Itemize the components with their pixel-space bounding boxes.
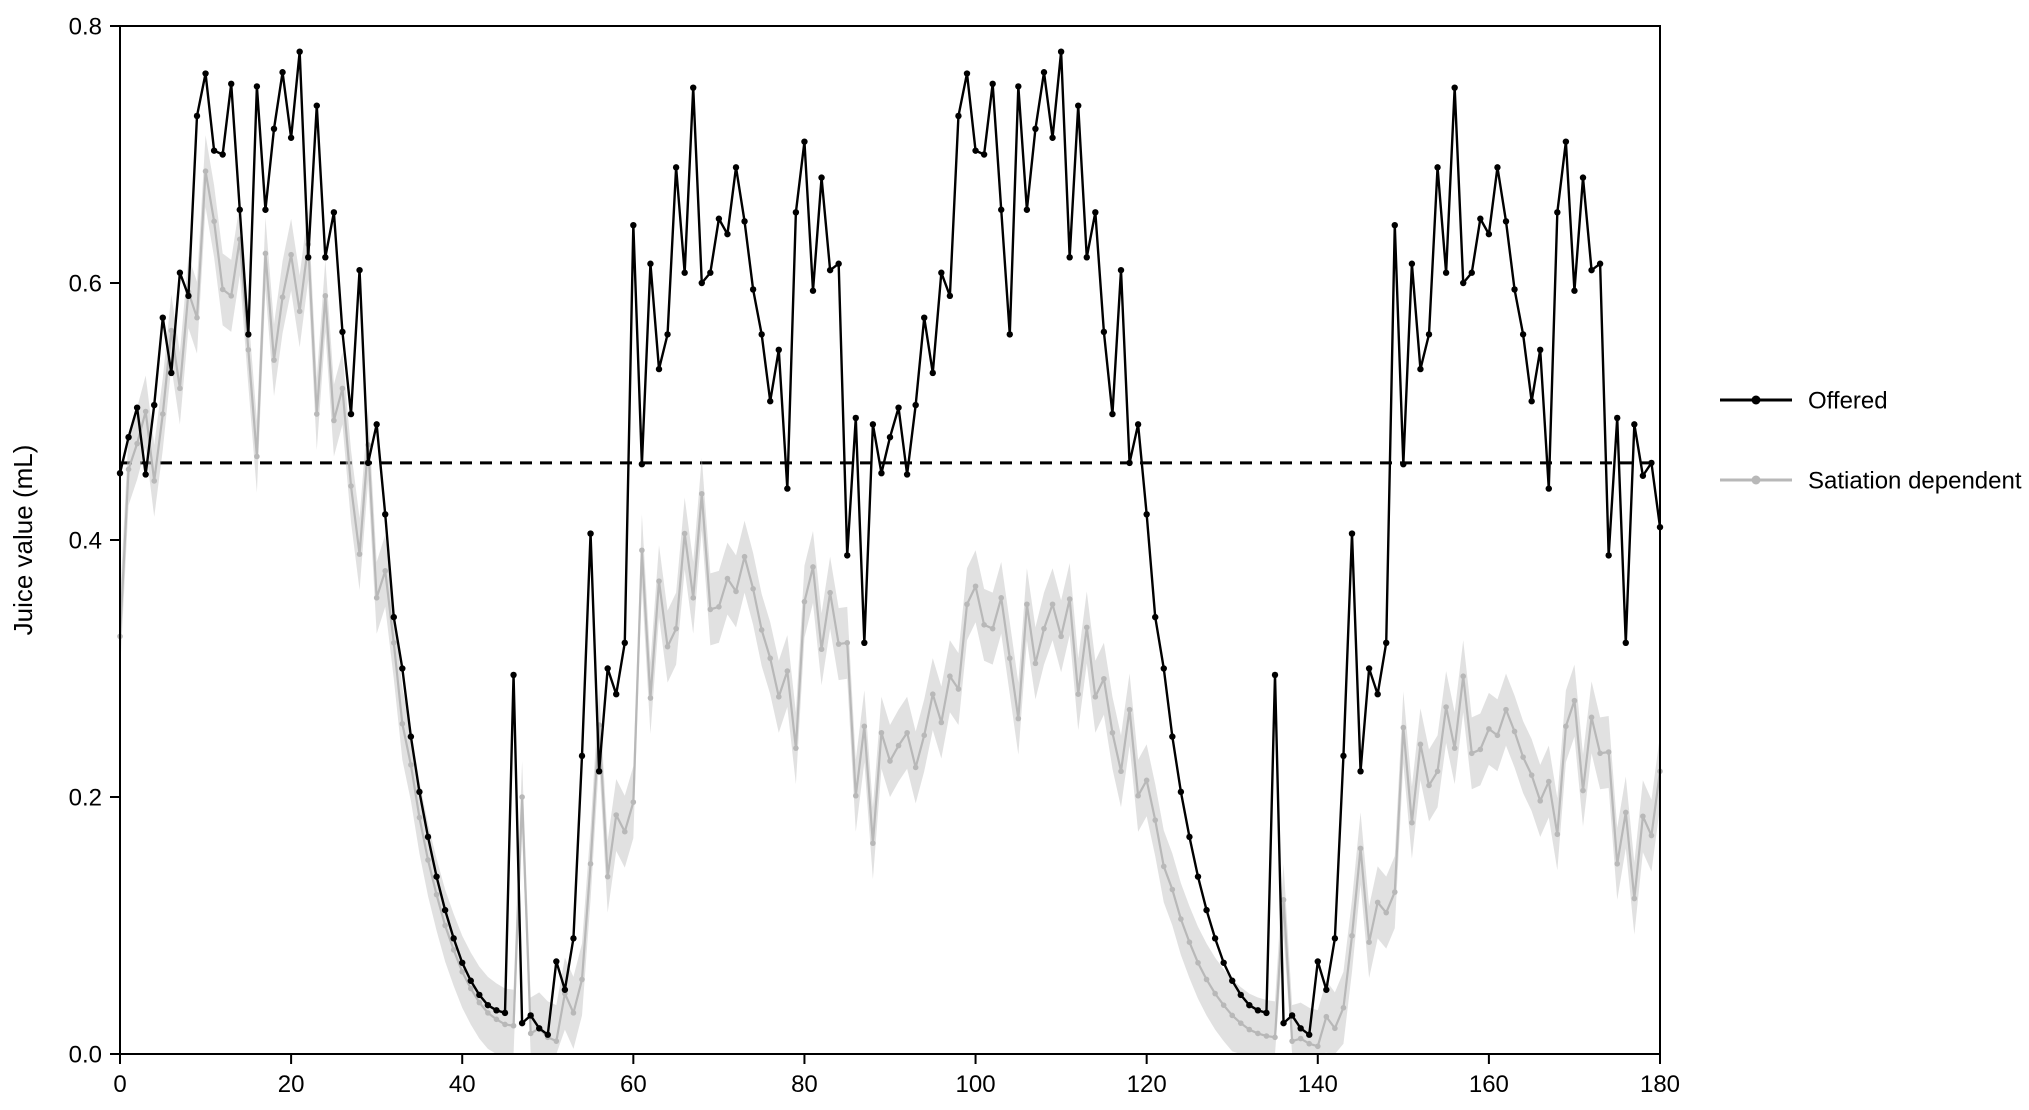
xtick-label: 0 — [113, 1071, 126, 1098]
xtick-label: 180 — [1640, 1071, 1680, 1098]
xtick-label: 160 — [1469, 1071, 1509, 1098]
xtick-label: 40 — [449, 1071, 476, 1098]
ytick-label: 0.8 — [69, 13, 102, 40]
xtick-label: 60 — [620, 1071, 647, 1098]
ytick-label: 0.0 — [69, 1041, 102, 1068]
xtick-label: 20 — [278, 1071, 305, 1098]
xtick-label: 80 — [791, 1071, 818, 1098]
legend-marker — [1752, 396, 1761, 405]
y-axis-label: Juice value (mL) — [8, 445, 38, 636]
ytick-label: 0.6 — [69, 270, 102, 297]
legend-label: Offered — [1808, 387, 1888, 414]
xtick-label: 140 — [1298, 1071, 1338, 1098]
ytick-label: 0.4 — [69, 527, 102, 554]
ytick-label: 0.2 — [69, 784, 102, 811]
legend-marker — [1752, 476, 1761, 485]
legend-label: Satiation dependent — [1808, 467, 2022, 494]
juice-value-chart: 0 20 40 60 80 100 120 140 160 180 0.0 0.2 0.4 0.6 0.8 J… — [0, 0, 2029, 1110]
xtick-label: 100 — [956, 1071, 996, 1098]
xtick-label: 120 — [1127, 1071, 1167, 1098]
